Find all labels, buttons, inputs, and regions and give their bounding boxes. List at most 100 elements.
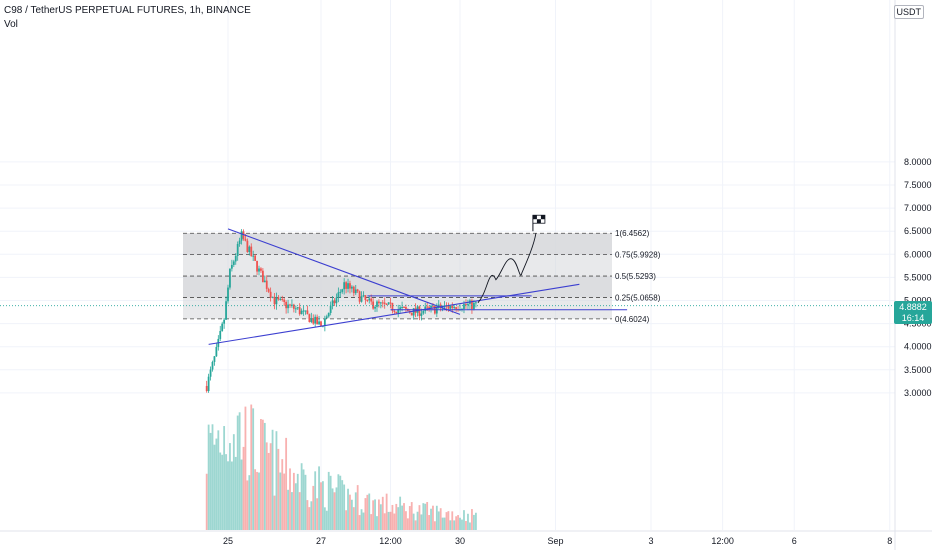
- price-tick-label: 6.5000: [904, 226, 932, 236]
- candle-body: [389, 302, 392, 304]
- volume-bar: [217, 430, 220, 530]
- candle: [395, 311, 398, 314]
- volume-bar: [356, 485, 359, 530]
- volume-bar: [424, 503, 427, 530]
- candle-body: [350, 286, 353, 289]
- candle: [376, 300, 378, 312]
- volume-bar: [432, 505, 434, 530]
- fib-level-label: 0.5(5.5293): [615, 272, 656, 281]
- candle-body: [333, 300, 336, 304]
- volume-bar: [352, 507, 355, 530]
- volume-indicator-label: Vol: [4, 19, 18, 30]
- candle: [362, 291, 365, 298]
- volume-bar: [469, 522, 471, 530]
- candle-body: [308, 314, 311, 323]
- volume-bar: [471, 509, 473, 530]
- candle-body: [248, 246, 251, 252]
- volume-bar: [397, 507, 400, 530]
- candle-body: [349, 283, 351, 289]
- volume-bar: [395, 503, 398, 530]
- candle: [389, 297, 392, 309]
- candle: [256, 260, 258, 275]
- candle-body: [205, 385, 208, 392]
- volume-bar: [374, 499, 376, 530]
- candle-body: [374, 306, 376, 309]
- candle: [308, 313, 311, 323]
- volume-bar: [443, 517, 446, 530]
- current-price-value: 4.8882: [899, 302, 927, 312]
- volume-bar: [339, 475, 342, 530]
- currency-button[interactable]: USDT: [893, 5, 924, 19]
- candle-body: [435, 307, 438, 314]
- volume-bar: [403, 503, 405, 530]
- volume-bar: [205, 473, 208, 530]
- volume-bar: [289, 468, 291, 530]
- time-tick-label: 6: [792, 536, 797, 546]
- candle-body: [318, 321, 320, 325]
- volume-bar: [258, 472, 260, 530]
- volume-bar: [296, 473, 299, 530]
- candle: [289, 303, 291, 308]
- candle: [234, 253, 237, 265]
- volume-bar: [414, 520, 417, 530]
- volume-bar: [325, 510, 328, 530]
- volume-bar: [265, 442, 268, 530]
- price-tick-label: 3.0000: [904, 388, 932, 398]
- candle-body: [335, 297, 338, 304]
- candle-body: [306, 310, 309, 315]
- fib-zone: [183, 276, 612, 298]
- candle: [213, 355, 216, 366]
- volume-bar: [475, 512, 477, 530]
- fib-level-label: 1(6.4562): [615, 229, 650, 238]
- candle-body: [399, 307, 402, 310]
- volume-bar: [383, 513, 386, 530]
- candle: [312, 314, 315, 325]
- candle-body: [236, 244, 239, 257]
- candle: [263, 275, 266, 283]
- price-tick-label: 7.0000: [904, 203, 932, 213]
- candle: [294, 305, 297, 313]
- candle-body: [337, 292, 340, 298]
- volume-bar: [316, 498, 319, 530]
- candle: [254, 254, 257, 261]
- candle: [232, 259, 235, 267]
- volume-bar: [207, 424, 210, 530]
- volume-bar: [391, 504, 394, 530]
- time-tick-label: 12:00: [379, 536, 402, 546]
- volume-bar: [277, 448, 280, 530]
- candle-body: [356, 289, 359, 292]
- candle: [327, 312, 330, 318]
- volume-bar: [408, 506, 411, 530]
- volume-bar: [225, 454, 227, 530]
- volume-bar: [335, 487, 338, 530]
- candle: [399, 305, 402, 313]
- volume-bar: [368, 493, 371, 530]
- candle-body: [219, 330, 222, 339]
- candle-body: [343, 282, 346, 290]
- candle-body: [323, 318, 326, 326]
- candle-body: [391, 302, 394, 311]
- candle: [261, 268, 264, 283]
- candle: [350, 285, 353, 293]
- candle: [211, 360, 214, 372]
- candle-body: [465, 304, 467, 306]
- volume-bar: [323, 507, 326, 530]
- candle: [240, 229, 243, 245]
- candle-body: [207, 376, 210, 392]
- time-tick-label: 3: [648, 536, 653, 546]
- candle-body: [316, 316, 319, 325]
- candle-body: [422, 311, 425, 314]
- volume-bar: [358, 515, 361, 530]
- price-tick-label: 4.0000: [904, 342, 932, 352]
- candle-body: [432, 305, 434, 307]
- candle-body: [385, 303, 388, 305]
- candle-body: [430, 305, 432, 308]
- volume-bar: [376, 516, 378, 530]
- candle-body: [277, 297, 280, 300]
- candle: [337, 287, 340, 303]
- candle: [219, 325, 222, 341]
- candle-body: [331, 300, 334, 306]
- candle: [333, 298, 336, 306]
- time-tick-label: 30: [455, 536, 465, 546]
